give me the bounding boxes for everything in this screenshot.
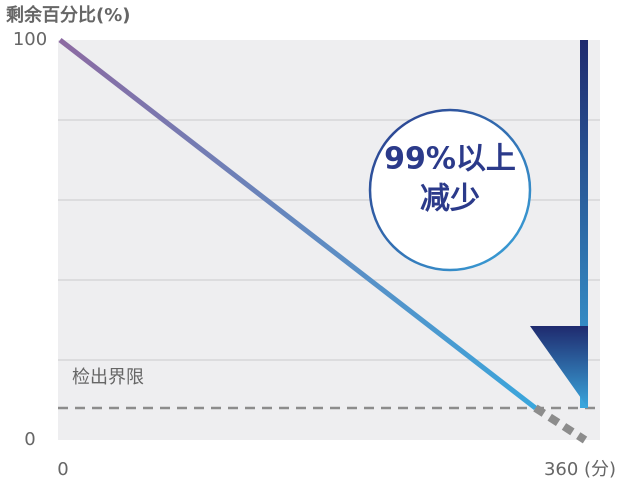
arrow-shaft (580, 40, 588, 408)
x-tick-label: 0 (57, 459, 68, 480)
y-tick-label: 100 (13, 29, 47, 50)
arrow-head (530, 326, 588, 408)
detection-limit-label: 检出界限 (72, 367, 144, 388)
annotation-circle (368, 108, 532, 272)
annotation-text: 99%以上 (384, 142, 516, 177)
data-line (58, 38, 537, 410)
y-axis-label: 剩余百分比(%) (6, 4, 131, 26)
data-line (533, 404, 588, 444)
x-tick-label: 360 (分) (544, 459, 616, 480)
y-tick-label: 0 (24, 429, 35, 450)
annotation-text: 减少 (420, 182, 480, 217)
